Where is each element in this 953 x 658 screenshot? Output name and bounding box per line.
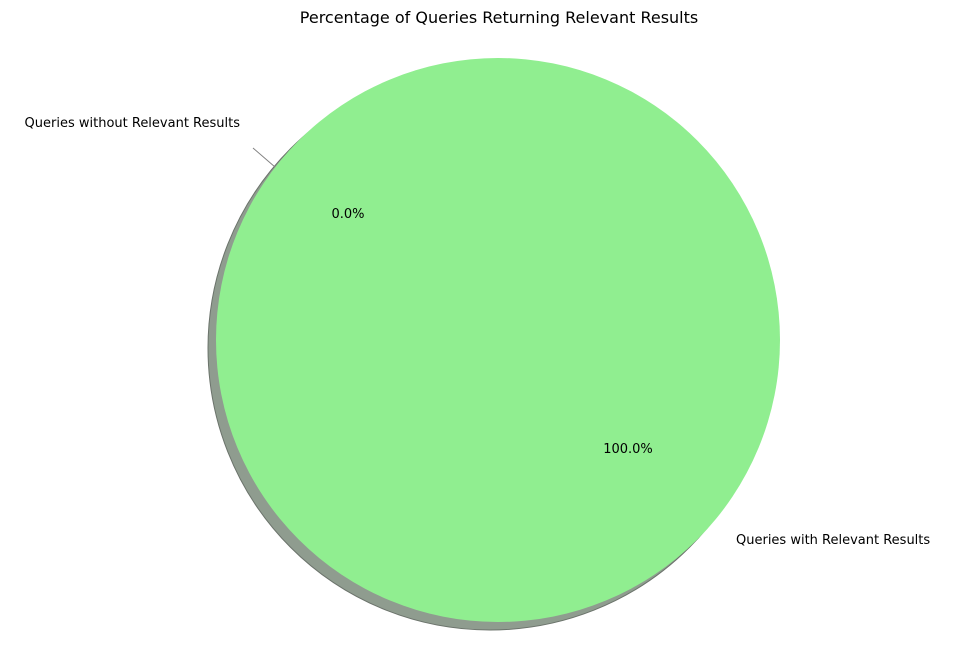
slice-label-without: Queries without Relevant Results (25, 116, 241, 131)
slice-pct-with: 100.0% (603, 442, 653, 457)
leader-line-without (252, 147, 276, 168)
slice-pct-without: 0.0% (331, 207, 364, 222)
slice-label-with: Queries with Relevant Results (736, 533, 930, 548)
chart-title: Percentage of Queries Returning Relevant… (300, 8, 698, 27)
